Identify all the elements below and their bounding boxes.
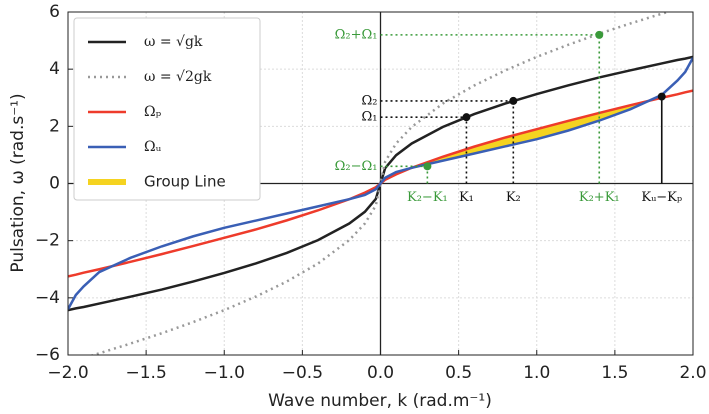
x-tick-label: −1.5 (125, 363, 166, 383)
annotations: Ω₂−Ω₁ K₂−K₁ Ω₁ K₁ Ω₂ K₂ Ω₂+Ω₁ K₂+K₁ Kᵤ−Kₚ (335, 27, 682, 205)
legend-label: Ωₚ (144, 104, 162, 120)
x-tick-label: 1.5 (601, 363, 628, 383)
legend-label: Ωᵤ (144, 139, 162, 155)
legend-label: ω = √gk (144, 34, 203, 50)
plot-area (68, 12, 693, 355)
y-annotation: Ω₁ (362, 110, 378, 125)
point (595, 30, 604, 39)
x-tick-label: −0.5 (282, 363, 323, 383)
point (657, 92, 666, 101)
y-axis-label: Pulsation, ω (rad.s⁻¹) (8, 93, 28, 272)
legend-label: Group Line (144, 173, 226, 191)
y-tick-label: 0 (49, 174, 60, 194)
x-tick-label: 0.5 (445, 363, 472, 383)
x-annotation: K₁ (459, 190, 474, 205)
x-annotation: K₂−K₁ (407, 190, 448, 205)
x-tick-label: −2.0 (47, 363, 88, 383)
x-axis-label: Wave number, k (rad.m⁻¹) (268, 391, 492, 411)
x-annotation: K₂+K₁ (579, 190, 620, 205)
legend: ω = √gk ω = √2gk Ωₚ Ωᵤ Group Line (73, 17, 261, 201)
x-tick-label: −1.0 (204, 363, 245, 383)
y-tick-label: 2 (49, 116, 60, 136)
legend-label: ω = √2gk (144, 69, 212, 85)
y-tick-label: −6 (35, 345, 60, 365)
x-tick-label: 0.0 (367, 363, 394, 383)
legend-box (73, 17, 261, 201)
point (423, 162, 432, 171)
point (462, 113, 471, 122)
series-line (68, 57, 693, 310)
x-tick-label: 1.0 (523, 363, 550, 383)
x-annotation: Kᵤ−Kₚ (641, 190, 682, 205)
x-tick-label: 2.0 (679, 363, 706, 383)
y-tick-label: 4 (49, 59, 60, 79)
y-annotation: Ω₂−Ω₁ (335, 159, 378, 174)
x-annotation: K₂ (506, 190, 521, 205)
y-annotation: Ω₂+Ω₁ (335, 27, 378, 42)
y-annotation: Ω₂ (362, 93, 378, 108)
y-tick-label: −2 (35, 231, 60, 251)
ticks: −2.0 −1.5 −1.0 −0.5 0.0 0.5 1.0 1.5 2.0 −6 −4 −2 0 2 4… (35, 2, 707, 383)
point (509, 96, 518, 105)
y-tick-label: −4 (35, 288, 60, 308)
y-tick-label: 6 (49, 2, 60, 22)
